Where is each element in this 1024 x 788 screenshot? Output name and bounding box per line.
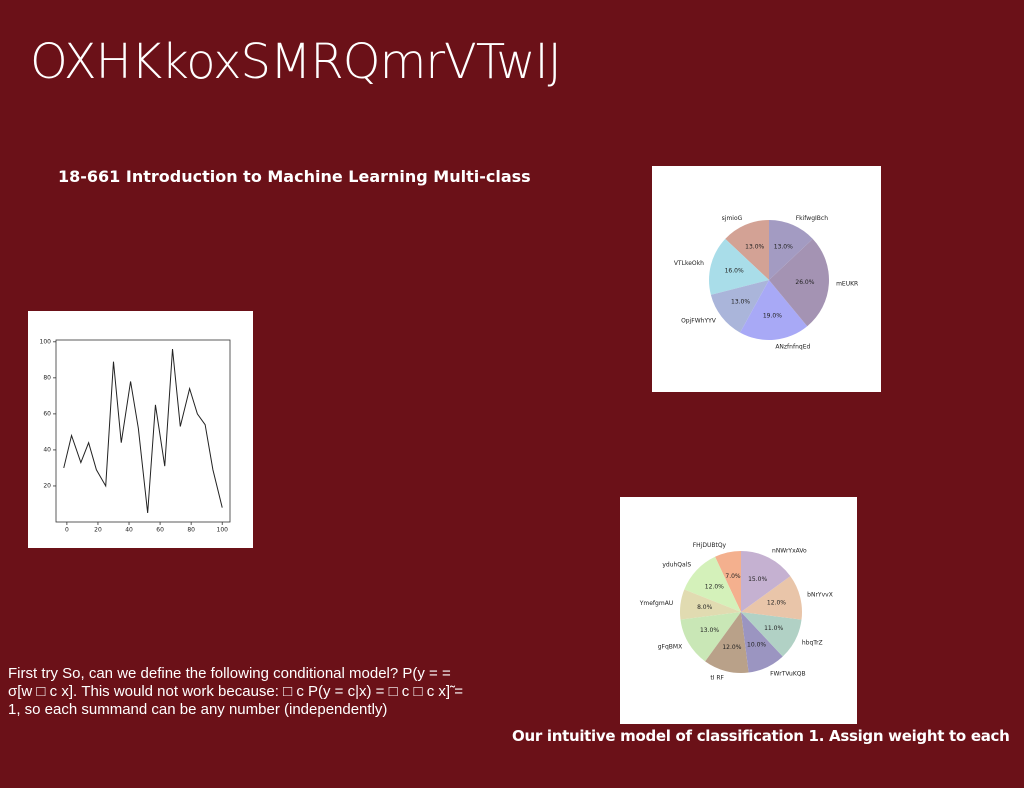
pie-chart: FHjDUBtQy 7.0% yduhQalS 12.0% YmefgmAU 8.0% gF… — [620, 497, 857, 724]
pie-chart: sjmioG 13.0% VTLkeOkh 16.0% OpjFWhYYV 13.0% AN… — [652, 166, 881, 392]
slide-title: OXHKkoxSMRQmrVTwIJ — [30, 34, 562, 90]
y-tick-label: 40 — [43, 446, 51, 453]
slice-label: sjmioG — [722, 215, 743, 222]
y-tick-label: 60 — [43, 410, 51, 417]
slice-label: mEUKR — [836, 281, 858, 288]
slice-value: 13.0% — [745, 243, 764, 250]
x-tick-label: 40 — [125, 527, 133, 534]
pie-slice — [769, 220, 813, 280]
slice-value: 19.0% — [763, 312, 782, 319]
pie-slice — [710, 280, 769, 333]
pie-slice — [680, 612, 741, 662]
y-tick-label: 80 — [43, 374, 51, 381]
pie-slice — [741, 612, 783, 673]
slice-label: gFqBMX — [658, 643, 682, 650]
line — [63, 348, 223, 514]
slice-value: 10.0% — [747, 642, 766, 649]
pie-slice — [740, 280, 808, 340]
pie-slice — [725, 220, 769, 280]
pie-slice — [684, 556, 741, 612]
slice-value: 11.0% — [764, 625, 783, 632]
plot-frame — [55, 339, 231, 523]
slice-label: FHjDUBtQy — [693, 542, 727, 549]
slice-value: 8.0% — [697, 604, 713, 611]
slice-label: VTLkeOkh — [674, 260, 704, 267]
slice-label: OpjFWhYYV — [681, 318, 717, 325]
slice-label: ANzfnfnqEd — [775, 343, 810, 350]
slice-label: FWrTVuKQB — [770, 670, 806, 677]
x-tick-label: 100 — [217, 527, 229, 534]
slice-value: 13.0% — [700, 627, 719, 634]
slice-value: 26.0% — [795, 279, 814, 286]
slice-label: tI RF — [710, 675, 724, 682]
slice-value: 12.0% — [722, 644, 741, 651]
subtitle: 18-661 Introduction to Machine Learning … — [58, 167, 531, 186]
slice-label: YmefgmAU — [639, 600, 673, 607]
pie-slice — [769, 238, 829, 327]
slice-label: bNrYvvX — [807, 592, 833, 599]
slice-label: FkifwgIBch — [796, 215, 829, 222]
pie-slice — [705, 612, 749, 673]
pie-slice — [709, 238, 769, 295]
y-tick-label: 100 — [40, 338, 52, 345]
pie-slice — [741, 612, 802, 657]
body-text: First try So, can we define the followin… — [8, 665, 463, 718]
x-tick-label: 0 — [65, 527, 69, 534]
x-tick-label: 60 — [156, 527, 164, 534]
pie-slice — [741, 576, 802, 620]
pie-slice — [680, 589, 741, 620]
y-tick-label: 20 — [43, 482, 51, 489]
slice-label: yduhQalS — [662, 562, 691, 569]
slice-value: 13.0% — [731, 299, 750, 306]
pie-slice — [741, 551, 791, 612]
slice-value: 12.0% — [767, 599, 786, 606]
pie-slice — [715, 551, 741, 612]
slice-value: 16.0% — [725, 268, 744, 275]
slice-label: hbqTrZ — [802, 640, 823, 647]
x-tick-label: 20 — [94, 527, 102, 534]
slice-label: nNWrYxAVo — [772, 548, 807, 555]
slice-value: 12.0% — [705, 583, 724, 590]
x-tick-label: 80 — [187, 527, 195, 534]
slice-value: 7.0% — [725, 573, 741, 580]
slice-value: 13.0% — [774, 243, 793, 250]
caption: Our intuitive model of classification 1.… — [512, 727, 1010, 745]
line-chart: 20 40 60 80 100 0 20 40 60 80 100 — [28, 311, 253, 548]
slice-value: 15.0% — [748, 576, 767, 583]
